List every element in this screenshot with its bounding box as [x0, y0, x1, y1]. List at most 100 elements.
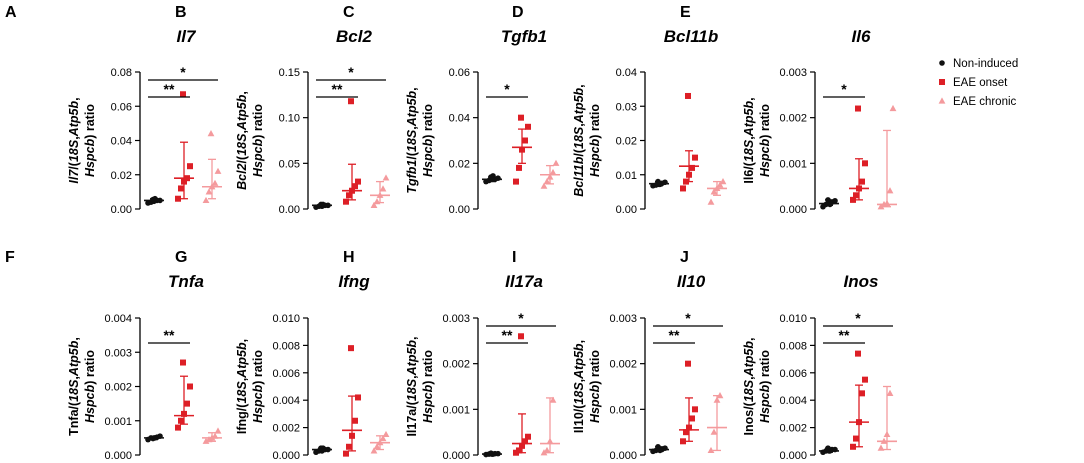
y-tick-label: 0.01 — [616, 170, 637, 182]
data-point — [549, 396, 557, 403]
panel-letter: H — [343, 249, 355, 266]
y-axis-label: Hspcb) ratio — [83, 104, 97, 177]
data-point — [859, 178, 865, 185]
y-axis-label-part: Atp5b — [405, 90, 419, 127]
y-axis-label-part: Atp5b — [572, 343, 586, 380]
y-tick-label: 0.003 — [779, 67, 807, 79]
y-tick-label: 0.06 — [111, 101, 132, 113]
data-point — [187, 383, 193, 390]
y-axis-label-part: /( — [405, 400, 419, 408]
significance-label: * — [685, 310, 691, 326]
y-axis-label-part: 18S — [67, 379, 81, 402]
panel-title: Il17a — [505, 272, 543, 291]
legend-item: EAE chronic — [938, 96, 1017, 108]
data-point — [889, 104, 897, 112]
y-axis-label-part: Il6 — [742, 170, 756, 184]
y-tick-label: 0.02 — [111, 170, 132, 182]
y-axis-label: Hspcb) ratio — [421, 350, 435, 423]
data-point — [214, 167, 222, 174]
y-tick-label: 0.00 — [449, 204, 470, 216]
y-tick-label: 0.000 — [609, 450, 637, 462]
panel-title: Inos — [844, 272, 879, 291]
y-axis-label-part: Bcl11b — [572, 156, 586, 196]
y-tick-label: 0.010 — [779, 313, 807, 325]
y-axis-label-part: , — [742, 97, 756, 100]
y-tick-label: 0.000 — [779, 204, 807, 216]
y-axis-label-part: Hspcb — [421, 384, 435, 423]
y-axis-label-part: Atp5b — [235, 94, 249, 131]
data-point — [211, 179, 219, 186]
y-tick-label: 0.001 — [779, 158, 807, 170]
panel-c: CTgfb10.000.020.040.06Tgfb1/(18S,Atp5b,H… — [343, 4, 560, 216]
y-tick-label: 0.004 — [104, 313, 132, 325]
y-axis-label-part: , — [235, 339, 249, 342]
data-point — [352, 183, 358, 190]
data-point — [685, 92, 691, 99]
y-tick-label: 0.06 — [449, 67, 470, 79]
data-point — [886, 187, 894, 194]
y-axis-label-part: ) ratio — [588, 104, 602, 139]
y-axis-label-part: Hspcb — [758, 138, 772, 177]
y-axis-label-part: Atp5b — [572, 87, 586, 124]
data-point — [540, 182, 548, 189]
y-axis-label-part: , — [572, 379, 586, 382]
data-point — [346, 443, 352, 450]
y-tick-label: 0.002 — [104, 382, 132, 394]
panel-title: Ifng — [338, 272, 370, 291]
panel-letter: D — [512, 4, 524, 21]
y-axis-label-part: 18S — [742, 379, 756, 402]
y-axis-label-part: , — [405, 87, 419, 90]
y-tick-label: 0.006 — [779, 368, 807, 380]
y-axis-label-part: , — [67, 337, 81, 340]
y-axis-label-part: 18S — [405, 129, 419, 152]
y-axis-label-part: 18S — [742, 139, 756, 162]
significance-label: ** — [164, 327, 175, 343]
significance-label: ** — [332, 81, 343, 97]
data-point — [382, 430, 390, 438]
y-axis-label-part: , — [67, 376, 81, 379]
data-point — [657, 447, 663, 454]
data-point — [202, 196, 210, 204]
data-point — [214, 427, 222, 434]
legend-item: Non-induced — [939, 58, 1018, 70]
y-axis-label-part: Tgfb1 — [405, 160, 419, 194]
y-tick-label: 0.00 — [616, 204, 637, 216]
y-axis-label-part: , — [742, 376, 756, 379]
y-tick-label: 0.05 — [279, 158, 300, 170]
data-point — [518, 114, 524, 121]
data-point — [355, 178, 361, 185]
data-point — [827, 201, 833, 208]
y-axis-label-part: ) ratio — [83, 104, 97, 139]
data-point — [180, 359, 186, 366]
data-point — [379, 434, 387, 442]
y-axis-label-part: , — [235, 91, 249, 94]
panel-title: Il10 — [677, 272, 706, 291]
data-point — [710, 188, 718, 195]
data-point — [180, 91, 186, 98]
significance-label: * — [841, 81, 847, 97]
y-tick-label: 0.000 — [104, 450, 132, 462]
y-tick-label: 0.04 — [616, 67, 637, 79]
data-point — [370, 447, 378, 454]
y-tick-label: 0.002 — [272, 423, 300, 435]
y-axis-label-part: /( — [405, 151, 419, 159]
y-axis-label-part: Atp5b — [67, 101, 81, 138]
y-axis-label-part: /( — [67, 401, 81, 409]
y-axis-label-part: ) ratio — [758, 104, 772, 139]
y-axis-label: Bcl11b/(18S,Atp5b, — [572, 84, 586, 196]
significance-label: ** — [502, 327, 513, 343]
significance-label: * — [180, 64, 186, 80]
significance-label: ** — [839, 327, 850, 343]
panel-title: Il7 — [177, 27, 197, 46]
panel-e: EIl60.0000.0010.0020.003Il6/(18S,Atp5b,H… — [680, 4, 897, 216]
panel-title: Il6 — [852, 27, 871, 46]
legend-marker — [939, 79, 945, 85]
panel-d: DBcl11b0.000.010.020.030.04Bcl11b/(18S,A… — [512, 4, 727, 216]
y-tick-label: 0.010 — [272, 313, 300, 325]
data-point — [348, 345, 354, 352]
y-axis-label-part: , — [572, 123, 586, 126]
data-point — [689, 164, 695, 171]
data-point — [832, 197, 838, 204]
data-point — [853, 192, 859, 199]
y-tick-label: 0.002 — [609, 359, 637, 371]
